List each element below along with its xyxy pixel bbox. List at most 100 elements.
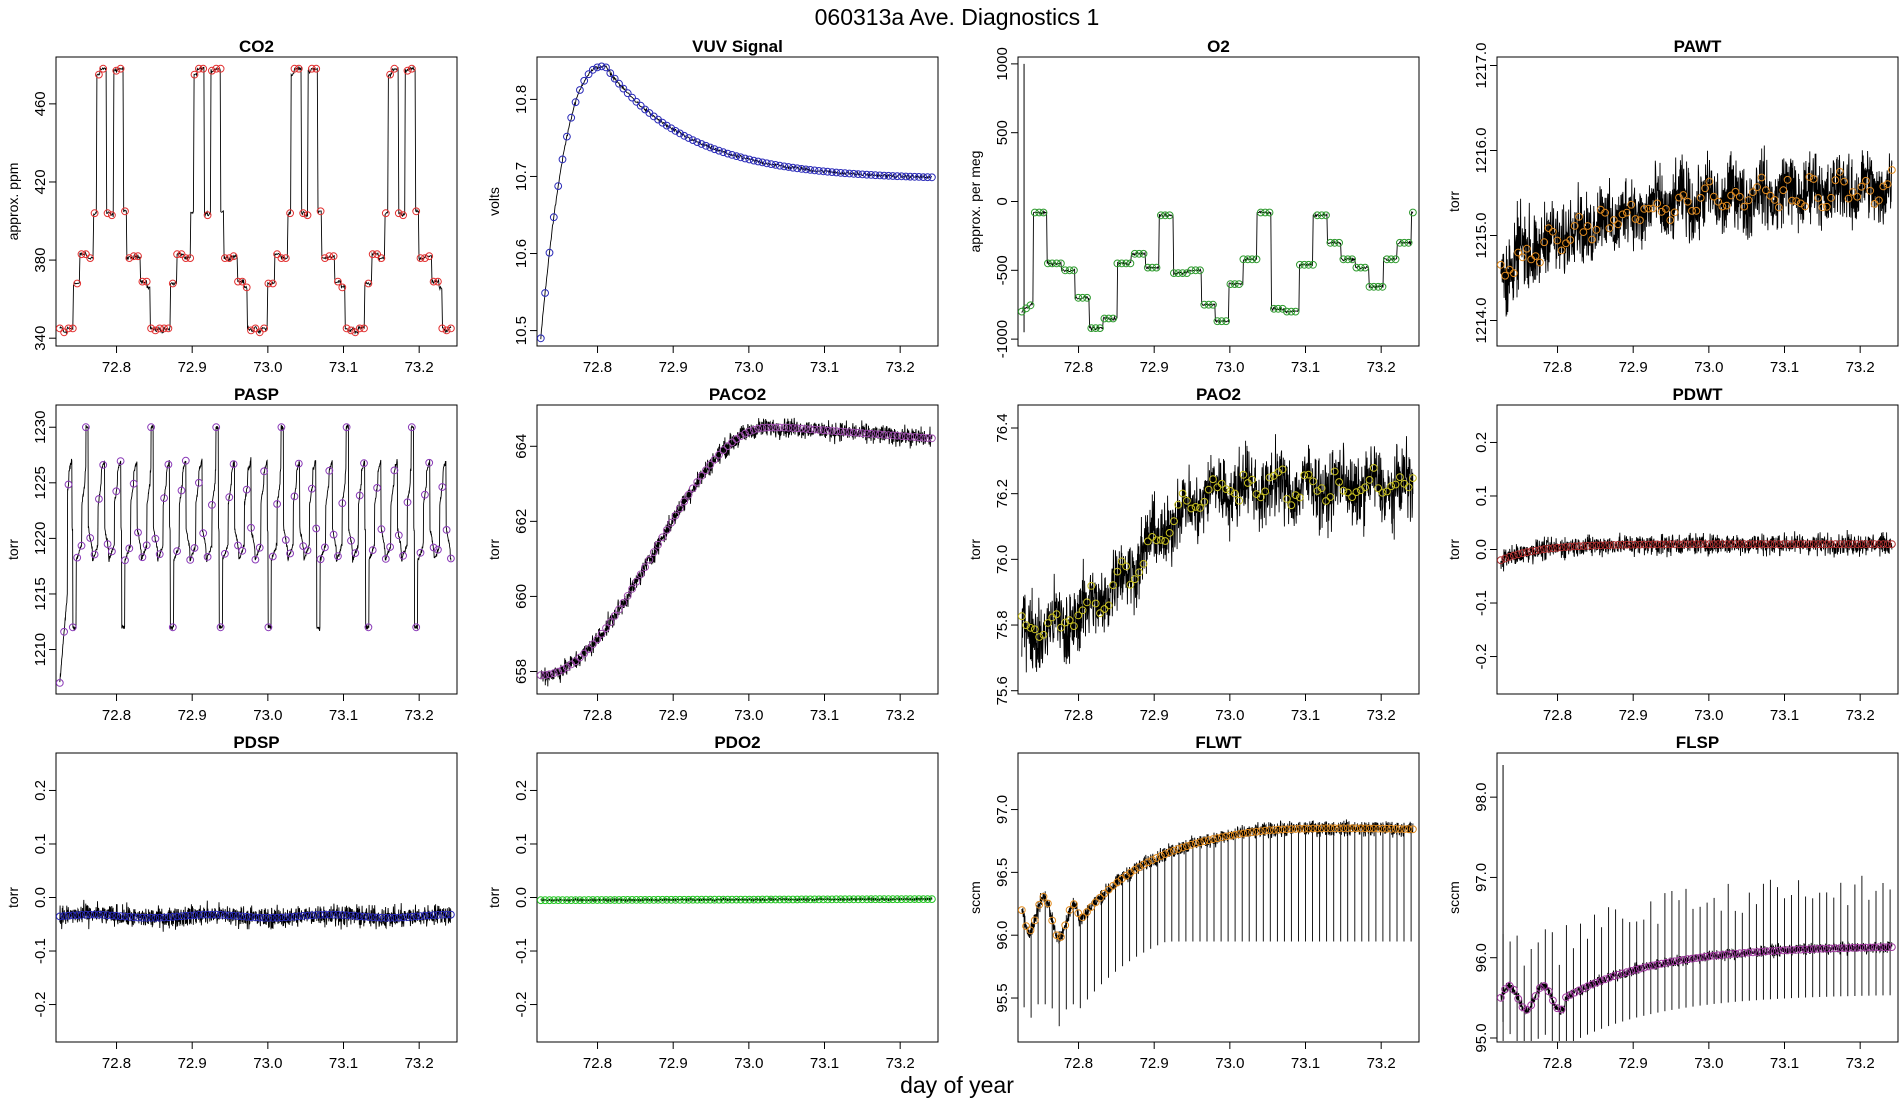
average-marker (1335, 824, 1343, 833)
average-marker (277, 254, 286, 263)
average-marker (1840, 177, 1848, 186)
average-marker (888, 895, 897, 904)
average-marker (888, 172, 897, 180)
panel-title: PDWT (1672, 385, 1723, 404)
average-marker (1074, 611, 1083, 620)
average-marker (1718, 202, 1727, 211)
average-marker (1883, 180, 1892, 189)
y-tick-label: 97.0 (994, 795, 1011, 824)
x-tick-label: 73.0 (1215, 707, 1244, 724)
average-marker (1217, 833, 1226, 842)
average-marker (147, 324, 156, 333)
average-marker (1557, 543, 1566, 552)
average-marker (710, 895, 719, 904)
average-marker (1714, 951, 1722, 960)
average-marker (1740, 202, 1749, 211)
x-tick-label: 73.0 (253, 707, 282, 724)
average-marker (1104, 314, 1113, 323)
average-marker (1048, 259, 1057, 268)
average-marker (632, 97, 641, 106)
average-marker (1670, 957, 1679, 966)
average-marker (86, 910, 95, 919)
average-marker (1496, 260, 1505, 269)
average-marker (1348, 493, 1356, 502)
average-marker (1026, 301, 1035, 310)
average-marker (1291, 825, 1300, 833)
average-marker (1649, 961, 1657, 970)
average-marker (858, 170, 867, 179)
average-marker (1213, 834, 1222, 843)
average-marker (1766, 947, 1775, 955)
average-marker (1309, 477, 1317, 486)
average-marker (1670, 208, 1679, 217)
average-marker (1809, 175, 1818, 183)
average-marker (1343, 824, 1352, 833)
average-marker (1300, 824, 1309, 833)
average-marker (1117, 557, 1126, 566)
y-tick-label: 76.0 (994, 545, 1011, 574)
average-marker (1261, 208, 1270, 217)
average-marker (116, 64, 125, 73)
average-marker (1879, 182, 1888, 191)
average-marker (689, 895, 697, 904)
average-marker (1196, 504, 1204, 512)
average-marker (1343, 255, 1352, 264)
average-marker (554, 896, 563, 904)
average-marker (168, 279, 177, 288)
y-tick-label: 95.5 (994, 983, 1011, 1012)
average-marker (251, 324, 260, 333)
average-marker (1309, 824, 1317, 833)
average-marker (1796, 540, 1805, 549)
average-marker (355, 912, 364, 921)
average-marker (536, 896, 545, 905)
average-marker (355, 491, 364, 500)
average-marker (645, 555, 654, 564)
y-tick-label: 10.8 (513, 85, 530, 114)
panel-title: PASP (234, 385, 279, 404)
average-marker (1783, 540, 1792, 549)
average-marker (225, 911, 234, 920)
average-marker (1788, 196, 1796, 205)
average-marker (1113, 567, 1122, 576)
average-marker (854, 428, 862, 437)
average-marker (602, 624, 610, 632)
average-marker (589, 896, 597, 904)
average-marker (793, 895, 802, 904)
average-marker (1770, 540, 1779, 549)
average-marker (1096, 609, 1104, 618)
average-marker (1588, 235, 1596, 244)
average-marker (697, 140, 706, 148)
average-marker (563, 132, 571, 141)
y-tick-label: 0 (994, 197, 1011, 205)
average-marker (702, 141, 710, 150)
average-marker (1274, 304, 1283, 313)
average-marker (667, 895, 676, 904)
average-marker (1640, 963, 1649, 972)
average-marker (1222, 317, 1230, 326)
average-marker (628, 93, 636, 102)
x-tick-label: 73.0 (1215, 1055, 1244, 1072)
average-marker (1387, 482, 1396, 491)
average-marker (294, 64, 303, 73)
average-marker (915, 895, 923, 903)
average-marker (442, 910, 451, 919)
y-tick-label: 10.5 (513, 316, 530, 345)
average-marker (1583, 222, 1592, 230)
average-marker (216, 64, 225, 73)
panel-pdo2: PDO2 72.8 72.9 73.0 73.1 73.2 -0.2 -0.1 0.0 0.1 0.… (486, 733, 939, 1072)
average-marker (142, 913, 151, 922)
average-marker (758, 424, 767, 432)
average-marker (871, 430, 880, 439)
average-marker (1518, 253, 1527, 262)
average-marker (1749, 948, 1757, 957)
average-marker (1139, 249, 1148, 258)
average-marker (784, 423, 793, 432)
x-tick-label: 73.2 (886, 1055, 915, 1072)
average-marker (880, 171, 888, 180)
average-marker (1070, 900, 1078, 909)
x-tick-label: 72.8 (102, 707, 131, 724)
x-tick-label: 72.8 (1064, 1055, 1093, 1072)
average-marker (1696, 194, 1705, 202)
average-marker (1187, 266, 1196, 275)
average-marker (828, 895, 836, 904)
